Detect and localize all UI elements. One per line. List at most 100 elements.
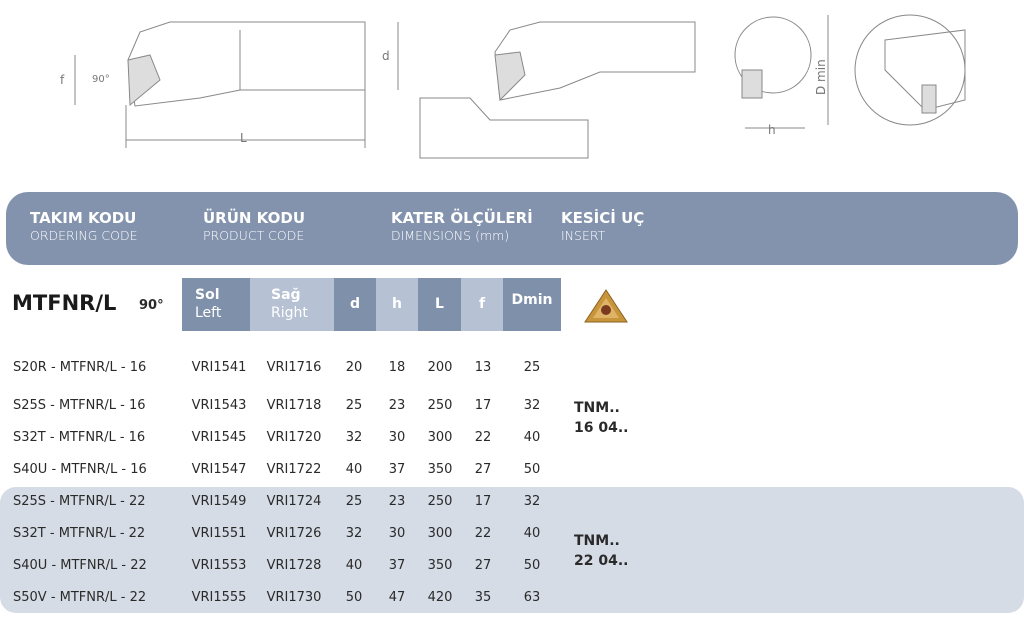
header-L: L (418, 278, 461, 331)
machining-view-drawing (419, 21, 696, 159)
cell-L: 300 (427, 526, 453, 541)
cell-f: 13 (474, 360, 492, 375)
cell-f: 17 (474, 494, 492, 509)
cell-sag: VRI1720 (266, 430, 322, 445)
cell-f: 35 (474, 590, 492, 605)
cell-d: 32 (345, 526, 363, 541)
header-right: Sağ Right (250, 278, 334, 331)
table-row: S40U - MTFNR/L - 22 VRI1553 VRI1728 40 37 350… (0, 558, 600, 578)
cell-sag: VRI1726 (266, 526, 322, 541)
cell-h: 23 (388, 398, 406, 413)
row-group-22 (0, 487, 1024, 613)
header-h: h (376, 278, 418, 331)
cell-L: 200 (427, 360, 453, 375)
model-title: MTFNR/L (12, 291, 117, 315)
cell-L: 250 (427, 398, 453, 413)
insert-image-icon (584, 289, 628, 323)
cell-d: 25 (345, 398, 363, 413)
cell-sag: VRI1728 (266, 558, 322, 573)
cell-dmin: 40 (523, 526, 541, 541)
dimensions-heading: KATER ÖLÇÜLERİ DIMENSIONS (mm) (391, 209, 533, 244)
svg-text:90°: 90° (92, 74, 110, 85)
cell-L: 420 (427, 590, 453, 605)
header-left: Sol Left (182, 278, 250, 331)
cell-h: 37 (388, 462, 406, 477)
svg-text:L: L (240, 131, 247, 145)
cell-dmin: 32 (523, 398, 541, 413)
cell-d: 40 (345, 462, 363, 477)
cell-dmin: 32 (523, 494, 541, 509)
cell-dmin: 50 (523, 558, 541, 573)
cell-code: S25S - MTFNR/L - 16 (13, 398, 146, 413)
cell-dmin: 50 (523, 462, 541, 477)
cell-code: S32T - MTFNR/L - 16 (13, 430, 146, 445)
cell-f: 22 (474, 526, 492, 541)
cell-d: 20 (345, 360, 363, 375)
cell-sol: VRI1551 (191, 526, 247, 541)
cell-d: 40 (345, 558, 363, 573)
cell-code: S40U - MTFNR/L - 22 (13, 558, 147, 573)
cell-sol: VRI1541 (191, 360, 247, 375)
cell-sol: VRI1555 (191, 590, 247, 605)
cell-code: S50V - MTFNR/L - 22 (13, 590, 147, 605)
header-dmin: Dmin (503, 278, 561, 331)
cell-d: 25 (345, 494, 363, 509)
cell-f: 22 (474, 430, 492, 445)
cell-code: S25S - MTFNR/L - 22 (13, 494, 146, 509)
insert-label-16: TNM.. 16 04.. (574, 400, 629, 436)
cell-f: 27 (474, 558, 492, 573)
cell-dmin: 63 (523, 590, 541, 605)
angle-label: 90° (139, 298, 164, 313)
technical-drawing: L d f 90° h D min (60, 14, 966, 159)
cell-d: 32 (345, 430, 363, 445)
cell-sag: VRI1724 (266, 494, 322, 509)
product-code-heading: ÜRÜN KODU PRODUCT CODE (203, 209, 306, 244)
table-row: S20R - MTFNR/L - 16 VRI1541 VRI1716 20 18 200… (0, 360, 600, 380)
ordering-code-heading: TAKIM KODU ORDERING CODE (30, 209, 138, 244)
cell-code: S40U - MTFNR/L - 16 (13, 462, 147, 477)
cell-h: 37 (388, 558, 406, 573)
cell-sol: VRI1549 (191, 494, 247, 509)
cell-h: 47 (388, 590, 406, 605)
column-group-banner: TAKIM KODU ORDERING CODE ÜRÜN KODU PRODUCT… (6, 192, 1018, 265)
cell-f: 27 (474, 462, 492, 477)
table-row: S32T - MTFNR/L - 22 VRI1551 VRI1726 32 30 300… (0, 526, 600, 546)
cell-sag: VRI1730 (266, 590, 322, 605)
cell-sol: VRI1547 (191, 462, 247, 477)
header-f: f (461, 278, 503, 331)
table-row: S50V - MTFNR/L - 22 VRI1555 VRI1730 50 47 420… (0, 590, 600, 610)
cell-d: 50 (345, 590, 363, 605)
cell-code: S32T - MTFNR/L - 22 (13, 526, 146, 541)
cell-sag: VRI1716 (266, 360, 322, 375)
cell-dmin: 40 (523, 430, 541, 445)
cell-L: 350 (427, 558, 453, 573)
cell-L: 350 (427, 462, 453, 477)
svg-text:h: h (768, 123, 776, 137)
cell-sol: VRI1545 (191, 430, 247, 445)
table-row: S40U - MTFNR/L - 16 VRI1547 VRI1722 40 37 350… (0, 462, 600, 482)
end-view-drawing: h D min (734, 14, 966, 137)
svg-text:D min: D min (814, 59, 828, 95)
cell-sol: VRI1553 (191, 558, 247, 573)
cell-L: 300 (427, 430, 453, 445)
cell-h: 30 (388, 430, 406, 445)
table-row: S25S - MTFNR/L - 16 VRI1543 VRI1718 25 23 250… (0, 398, 600, 418)
table-row: S25S - MTFNR/L - 22 VRI1549 VRI1724 25 23 250… (0, 494, 600, 514)
side-view-drawing: L d f 90° (60, 21, 399, 148)
cell-dmin: 25 (523, 360, 541, 375)
header-d: d (334, 278, 376, 331)
cell-sag: VRI1718 (266, 398, 322, 413)
cell-sol: VRI1543 (191, 398, 247, 413)
cell-h: 30 (388, 526, 406, 541)
cell-L: 250 (427, 494, 453, 509)
table-row: S32T - MTFNR/L - 16 VRI1545 VRI1720 32 30 300… (0, 430, 600, 450)
cell-h: 18 (388, 360, 406, 375)
insert-heading: KESİCİ UÇ INSERT (561, 209, 645, 244)
cell-f: 17 (474, 398, 492, 413)
svg-text:d: d (382, 49, 390, 63)
cell-sag: VRI1722 (266, 462, 322, 477)
cell-code: S20R - MTFNR/L - 16 (13, 360, 147, 375)
svg-text:f: f (60, 73, 65, 87)
insert-label-22: TNM.. 22 04.. (574, 533, 629, 569)
cell-h: 23 (388, 494, 406, 509)
